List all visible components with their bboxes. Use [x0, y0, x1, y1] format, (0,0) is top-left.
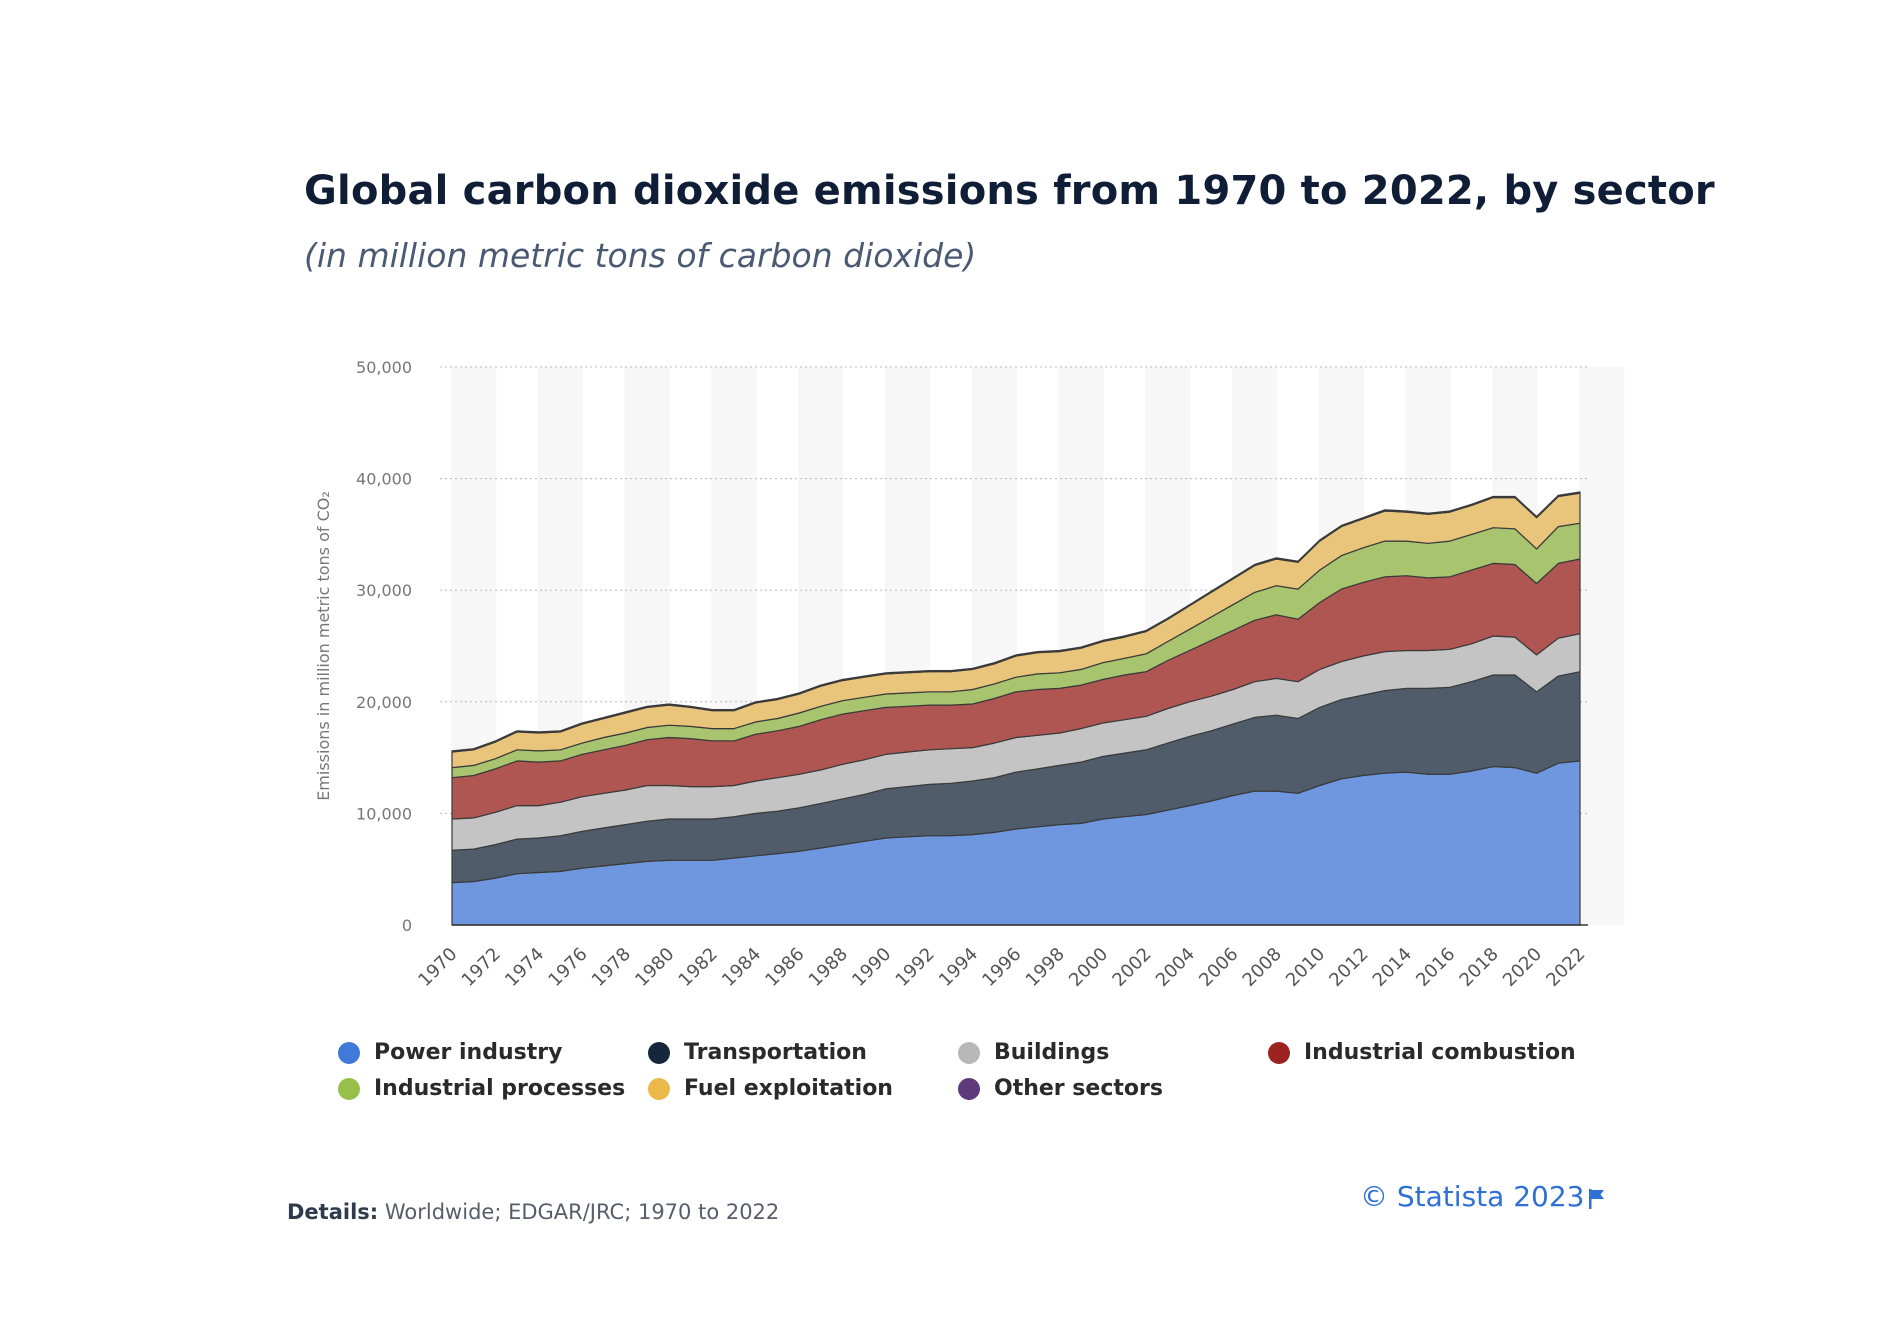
legend-item-buildings[interactable]: Buildings	[958, 1040, 1109, 1065]
x-axis-ticks: 1970197219741976197819801982198419861988…	[414, 944, 1589, 991]
y-axis-label: Emissions in million metric tons of CO₂	[314, 491, 333, 801]
legend-label: Industrial combustion	[1304, 1040, 1576, 1065]
x-tick-label: 2022	[1542, 944, 1589, 991]
x-tick-label: 1986	[761, 944, 808, 991]
legend-item-transportation[interactable]: Transportation	[648, 1040, 867, 1065]
x-tick-label: 2002	[1108, 944, 1155, 991]
legend-item-industrial-combustion[interactable]: Industrial combustion	[1268, 1040, 1576, 1065]
legend-item-other-sectors[interactable]: Other sectors	[958, 1076, 1163, 1101]
x-tick-label: 1982	[675, 944, 722, 991]
y-tick-label: 40,000	[356, 470, 412, 489]
x-tick-label: 2014	[1369, 944, 1416, 991]
details-text: Worldwide; EDGAR/JRC; 1970 to 2022	[384, 1200, 780, 1224]
x-tick-label: 2008	[1239, 944, 1286, 991]
x-tick-label: 2016	[1412, 944, 1459, 991]
x-tick-label: 1976	[544, 944, 591, 991]
y-tick-label: 20,000	[356, 693, 412, 712]
legend-label: Power industry	[374, 1040, 563, 1065]
legend-label: Other sectors	[994, 1076, 1163, 1101]
details-note: Details: Worldwide; EDGAR/JRC; 1970 to 2…	[287, 1200, 779, 1224]
x-tick-label: 2020	[1499, 944, 1546, 991]
copyright-link[interactable]: © Statista 2023	[1360, 1180, 1585, 1213]
y-tick-label: 50,000	[356, 358, 412, 377]
chart-area: 0 10,000 20,000 30,000 40,000 50,000 19701972…	[314, 358, 1625, 991]
x-tick-label: 2018	[1456, 944, 1503, 991]
x-tick-label: 1988	[805, 944, 852, 991]
details-label: Details:	[287, 1200, 379, 1224]
x-tick-label: 2006	[1195, 944, 1242, 991]
x-tick-label: 2004	[1152, 944, 1199, 991]
legend-swatch	[1268, 1041, 1290, 1064]
legend-label: Industrial processes	[374, 1076, 626, 1101]
x-tick-label: 1990	[848, 944, 895, 991]
x-tick-label: 2000	[1065, 944, 1112, 991]
x-tick-label: 1984	[718, 944, 765, 991]
x-tick-label: 1978	[588, 944, 635, 991]
legend-item-fuel-exploitation[interactable]: Fuel exploitation	[648, 1076, 893, 1101]
legend-item-industrial-processes[interactable]: Industrial processes	[338, 1076, 625, 1101]
y-tick-label: 10,000	[356, 804, 412, 823]
area-other-sectors[interactable]	[451, 491, 1581, 753]
legend-swatch	[958, 1077, 980, 1100]
legend-swatch	[338, 1041, 360, 1064]
chart-title: Global carbon dioxide emissions from 197…	[304, 168, 1715, 214]
x-tick-label: 1994	[935, 944, 982, 991]
x-tick-label: 1972	[458, 944, 505, 991]
x-tick-label: 2010	[1282, 944, 1329, 991]
area-series	[451, 491, 1581, 926]
flag-icon[interactable]	[1588, 1188, 1606, 1210]
legend-label: Fuel exploitation	[684, 1076, 893, 1101]
y-tick-label: 30,000	[356, 581, 412, 600]
x-tick-label: 2012	[1325, 944, 1372, 991]
legend-swatch	[958, 1041, 980, 1064]
legend-swatch	[648, 1077, 670, 1100]
x-tick-label: 1998	[1022, 944, 1069, 991]
x-tick-label: 1970	[414, 944, 461, 991]
legend-swatch	[338, 1077, 360, 1100]
x-tick-label: 1996	[978, 944, 1025, 991]
legend-label: Transportation	[684, 1040, 867, 1065]
chart-subtitle: (in million metric tons of carbon dioxid…	[304, 236, 977, 275]
x-tick-label: 1980	[631, 944, 678, 991]
legend-label: Buildings	[994, 1040, 1110, 1065]
x-tick-label: 1992	[892, 944, 939, 991]
y-tick-label: 0	[402, 916, 412, 935]
legend-item-power-industry[interactable]: Power industry	[338, 1040, 562, 1065]
legend-swatch	[648, 1041, 670, 1064]
y-axis-ticks: 0 10,000 20,000 30,000 40,000 50,000	[356, 358, 412, 935]
column-band	[1579, 367, 1625, 925]
x-tick-label: 1974	[501, 944, 548, 991]
